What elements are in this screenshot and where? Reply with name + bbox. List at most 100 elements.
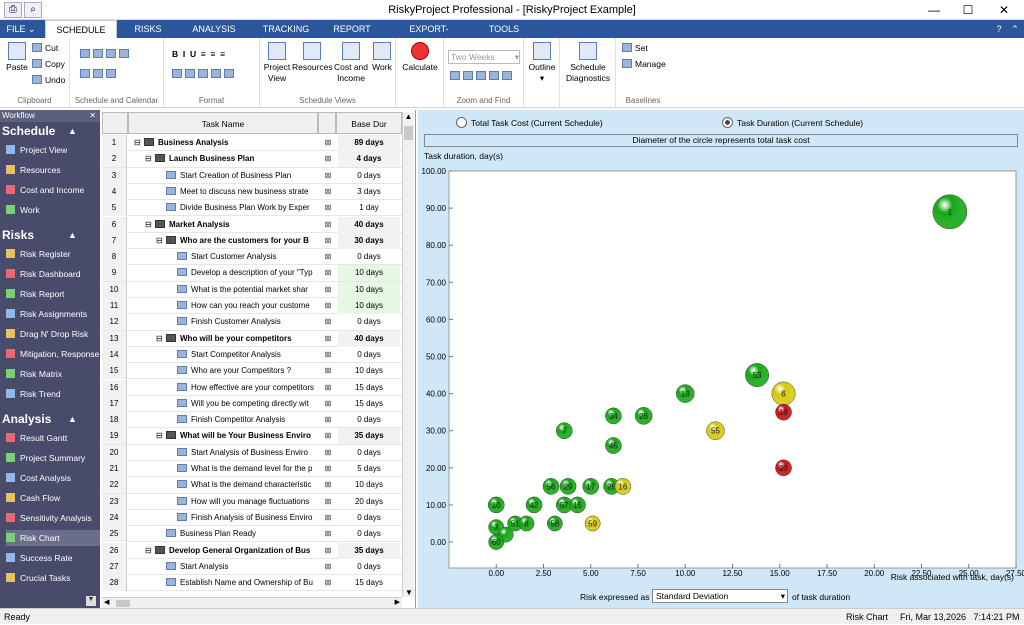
duration-cell[interactable]: 15 days (354, 382, 384, 392)
task-name-cell[interactable]: Start Creation of Business Plan (130, 168, 318, 184)
row-number[interactable]: 10 (102, 281, 127, 298)
row-number[interactable]: 5 (102, 200, 127, 217)
task-name-cell[interactable]: What is the potential market shar (130, 282, 318, 298)
task-name-cell[interactable]: ⊟ What will be Your Business Enviro (130, 428, 318, 444)
task-bubble[interactable] (634, 407, 653, 425)
row-number[interactable]: 27 (102, 558, 127, 575)
table-row[interactable]: 27 Start Analysis ⊠ 0 days (102, 558, 402, 576)
row-number[interactable]: 4 (102, 183, 127, 200)
task-bubble[interactable] (488, 534, 505, 550)
row-number[interactable]: 11 (102, 298, 127, 314)
table-row[interactable]: 17 Will you be competing directly wit ⊠ 15 … (102, 395, 402, 413)
task-name-cell[interactable]: Start Analysis of Business Enviro (130, 445, 318, 461)
expand-icon[interactable]: ⊟ (156, 333, 163, 343)
duration-cell[interactable]: 0 days (357, 561, 381, 571)
scroll-right-icon[interactable]: ▶ (394, 599, 400, 606)
duration-cell[interactable]: 40 days (338, 330, 400, 347)
workflow-item-result-gantt[interactable]: Result Gantt (6, 430, 100, 446)
row-number[interactable]: 16 (102, 379, 127, 396)
radio-total-cost[interactable]: Total Task Cost (Current Schedule) (456, 117, 603, 128)
collapse-icon[interactable]: ▲ (68, 126, 77, 136)
task-name-cell[interactable]: Finish Competitor Analysis (130, 412, 318, 428)
undo-button[interactable]: Undo (32, 74, 65, 86)
task-name-cell[interactable]: Divide Business Plan Work by Exper (130, 200, 318, 216)
row-number[interactable]: 21 (102, 461, 127, 477)
risk-measure-select[interactable]: Standard Deviation ▾ (652, 589, 788, 603)
table-row[interactable]: 15 Who are your Competitors ? ⊠ 10 days (102, 363, 402, 380)
indent-icons[interactable] (80, 48, 132, 60)
workflow-item-drag-n-drop-risk[interactable]: Drag N' Drop Risk (6, 326, 100, 342)
table-row[interactable]: 24 Finish Analysis of Business Enviro ⊠ 0 d… (102, 509, 402, 527)
maximize-button[interactable]: ☐ (962, 3, 974, 17)
duration-cell[interactable]: 0 days (357, 529, 381, 539)
expand-icon[interactable]: ⊟ (145, 154, 152, 164)
duration-cell[interactable]: 0 days (357, 512, 381, 522)
print-preview-icon[interactable]: ⌕ (24, 2, 42, 18)
duration-cell[interactable]: 0 days (357, 317, 381, 327)
outline-button[interactable]: Outline ▾ (526, 42, 558, 84)
workflow-item-risk-chart[interactable]: Risk Chart (6, 530, 100, 546)
workflow-item-cost-and-income[interactable]: Cost and Income (6, 182, 100, 198)
workflow-item-sensitivity-analysis[interactable]: Sensitivity Analysis (6, 510, 100, 526)
table-row[interactable]: 19 ⊟ What will be Your Business Enviro ⊠ 35 … (102, 428, 402, 445)
tab-tracking[interactable]: TRACKING (262, 24, 310, 34)
duration-cell[interactable]: 3 days (357, 186, 381, 196)
row-number[interactable]: 6 (102, 216, 127, 233)
close-icon[interactable]: ✕ (89, 111, 96, 120)
expand-icon[interactable]: ⊟ (145, 545, 152, 555)
table-row[interactable]: 21 What is the demand level for the p ⊠ 5 d… (102, 461, 402, 478)
task-bubble[interactable] (582, 478, 600, 495)
table-row[interactable]: 2 ⊟ Launch Business Plan ⊠ 4 days (102, 151, 402, 168)
workflow-item-project-view[interactable]: Project View (6, 142, 100, 158)
table-row[interactable]: 12 Finish Customer Analysis ⊠ 0 days (102, 314, 402, 331)
duration-cell[interactable]: 1 day (359, 203, 379, 213)
work-button[interactable]: Work (370, 42, 394, 73)
workflow-section-schedule[interactable]: Schedule (2, 124, 56, 138)
expand-icon[interactable]: ⊟ (156, 235, 163, 245)
row-number[interactable]: 22 (102, 477, 127, 494)
duration-cell[interactable]: 35 days (338, 428, 400, 445)
table-row[interactable]: 14 Start Competitor Analysis ⊠ 0 days (102, 346, 402, 364)
task-bubble[interactable] (584, 515, 601, 532)
ribbon-collapse-icon[interactable]: ⌃ (1011, 24, 1019, 34)
task-name-cell[interactable]: ⊟ Market Analysis (130, 217, 318, 233)
duration-cell[interactable]: 35 days (338, 542, 400, 559)
task-name-cell[interactable]: ⊟ Launch Business Plan (130, 151, 318, 167)
table-row[interactable]: 6 ⊟ Market Analysis ⊠ 40 days (102, 216, 402, 233)
task-bubble[interactable] (525, 496, 543, 514)
row-number[interactable]: 25 (102, 526, 127, 543)
close-button[interactable]: ✕ (998, 3, 1010, 17)
row-number[interactable]: 18 (102, 412, 127, 429)
duration-cell[interactable]: 30 days (338, 232, 400, 249)
zoom-icons[interactable] (450, 70, 515, 82)
workflow-item-work[interactable]: Work (6, 202, 100, 218)
row-number[interactable]: 7 (102, 232, 127, 249)
task-bubble[interactable] (487, 496, 505, 514)
task-name-cell[interactable]: Finish Customer Analysis (130, 314, 318, 330)
row-number[interactable]: 3 (102, 167, 127, 184)
table-row[interactable]: 1 ⊟ Business Analysis ⊠ 89 days (102, 135, 402, 152)
scroll-thumb[interactable] (404, 126, 413, 140)
table-row[interactable]: 11 How can you reach your custome ⊠ 10 days (102, 298, 402, 315)
table-row[interactable]: 4 Meet to discuss new business strate ⊠ 3 d… (102, 183, 402, 201)
task-bubble[interactable] (559, 478, 577, 495)
zoom-select[interactable]: Two Weeks ▾ (448, 50, 520, 64)
task-name-cell[interactable]: Will you be competing directly wit (130, 396, 318, 412)
task-name-cell[interactable]: Start Analysis (130, 559, 318, 575)
workflow-item-project-summary[interactable]: Project Summary (6, 450, 100, 466)
table-row[interactable]: 9 Develop a description of your "Typ ⊠ 10 d… (102, 265, 402, 282)
workflow-item-risk-report[interactable]: Risk Report (6, 286, 100, 302)
workflow-section-risks[interactable]: Risks (2, 228, 35, 242)
scroll-up-icon[interactable]: ▲ (404, 112, 413, 121)
task-name-cell[interactable]: Start Customer Analysis (130, 249, 318, 265)
task-bubble[interactable] (745, 363, 770, 388)
task-name-cell[interactable]: Finish Analysis of Business Enviro (130, 510, 318, 526)
task-bubble[interactable] (676, 384, 695, 403)
task-name-cell[interactable]: What is the demand level for the p (130, 461, 318, 477)
task-name-cell[interactable]: Start Competitor Analysis (130, 347, 318, 363)
minimize-button[interactable]: — (928, 3, 940, 17)
scroll-left-icon[interactable]: ◀ (104, 599, 110, 606)
duration-cell[interactable]: 15 days (354, 398, 384, 408)
duration-cell[interactable]: 89 days (338, 135, 400, 151)
row-number[interactable]: 8 (102, 249, 127, 266)
